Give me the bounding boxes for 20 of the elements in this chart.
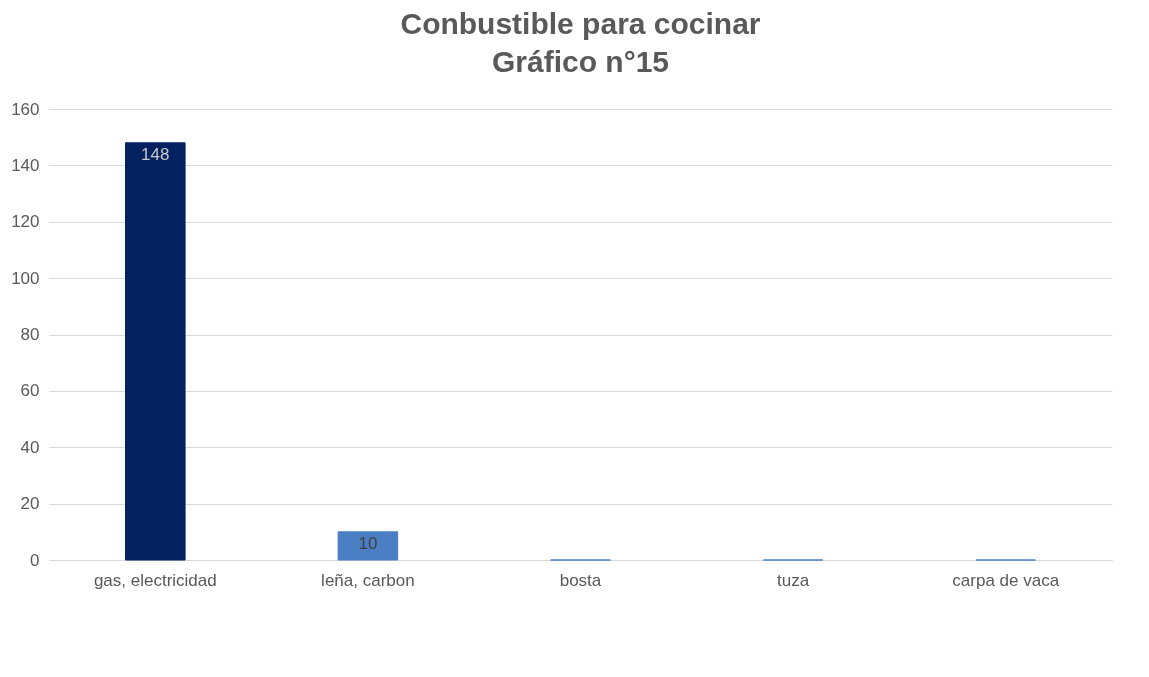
- y-tick-label: 40: [20, 437, 40, 457]
- y-tick-label: 20: [20, 494, 40, 514]
- y-tick-label: 80: [20, 325, 40, 344]
- y-tick-label: 100: [11, 268, 40, 288]
- y-tick-label: 120: [11, 212, 40, 232]
- y-tick-label: 160: [11, 99, 40, 119]
- data-label: 10: [358, 533, 378, 553]
- x-tick-label: bosta: [559, 570, 602, 590]
- bar: [125, 142, 186, 561]
- x-tick-label: leña, carbon: [321, 570, 415, 590]
- bar: [337, 531, 399, 561]
- y-tick-label: 0: [30, 550, 40, 570]
- y-tick-label: 60: [20, 381, 40, 401]
- x-tick-label: tuza: [777, 570, 810, 590]
- x-tick-label: carpa de vaca: [952, 570, 1060, 590]
- x-tick-label: gas, electricidad: [93, 570, 217, 590]
- chart-subtitle: Gráfico n°15: [491, 45, 670, 78]
- data-label: 148: [141, 144, 170, 164]
- chart-title: Conbustible para cocinar: [400, 7, 761, 40]
- y-tick-label: 140: [11, 155, 40, 175]
